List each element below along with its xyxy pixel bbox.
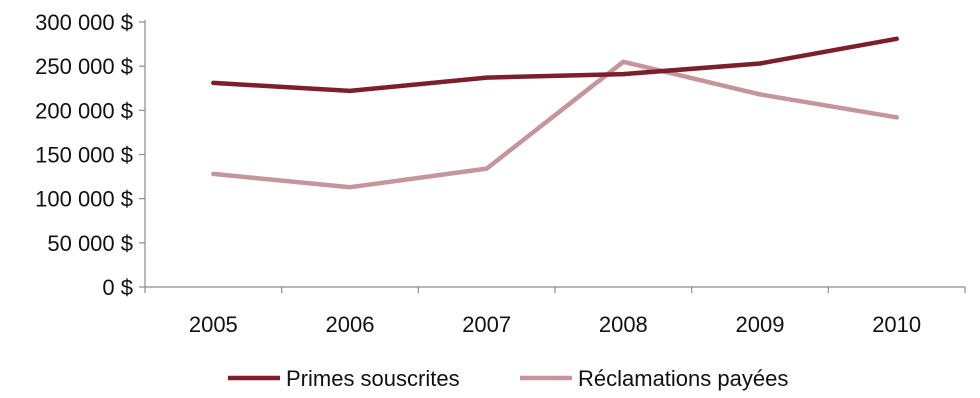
x-tick-label: 2009 — [736, 312, 785, 337]
y-tick-label: 100 000 $ — [35, 187, 133, 212]
x-tick-label: 2007 — [462, 312, 511, 337]
x-tick-label: 2008 — [599, 312, 648, 337]
series-line-2 — [211, 59, 899, 190]
y-tick-label: 250 000 $ — [35, 54, 133, 79]
y-tick-label: 200 000 $ — [35, 98, 133, 123]
series-line-1 — [211, 36, 899, 94]
axes — [144, 20, 965, 288]
y-tick-label: 150 000 $ — [35, 143, 133, 168]
y-tick-label: 0 $ — [102, 275, 133, 300]
legend-label-1: Primes souscrites — [286, 366, 460, 391]
y-tick-label: 50 000 $ — [47, 231, 133, 256]
x-tick-label: 2010 — [872, 312, 921, 337]
x-tick-label: 2006 — [326, 312, 375, 337]
x-axis-tick-labels: 2005 2006 2007 2008 2009 2010 — [144, 287, 966, 337]
legend: Primes souscrites Réclamations payées — [228, 366, 788, 391]
series-lines — [211, 36, 899, 190]
x-tick-label: 2005 — [189, 312, 238, 337]
y-tick-label: 300 000 $ — [35, 10, 133, 35]
legend-label-2: Réclamations payées — [578, 366, 788, 391]
y-axis-tick-labels: 0 $ 50 000 $ 100 000 $ 150 000 $ 200 000 $ 25… — [35, 10, 145, 300]
